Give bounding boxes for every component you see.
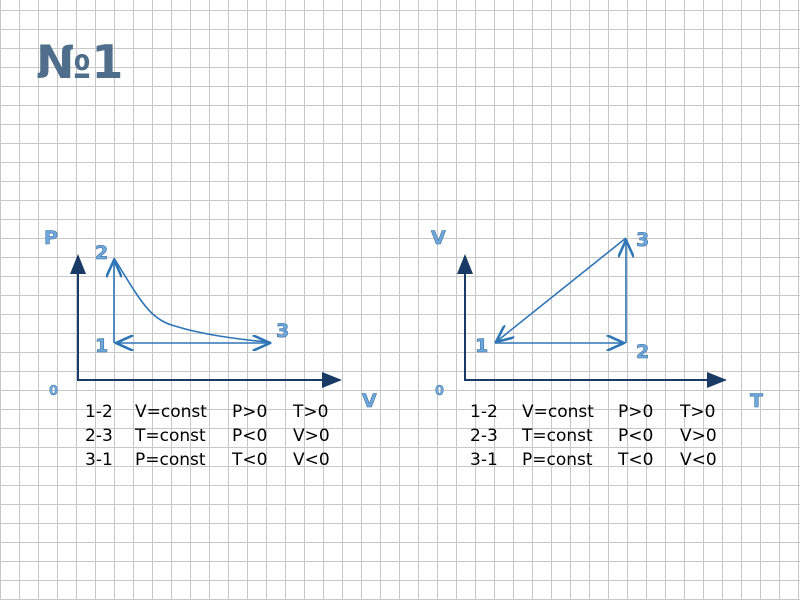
origin-label: 0 [49,384,58,399]
axis-label: P [44,227,58,249]
point-label: 2 [95,242,108,264]
table-cell: 2-3 [470,426,498,446]
table-cell: P<0 [618,426,653,446]
process-line [496,237,627,342]
origin-label: 0 [435,384,444,399]
table-cell: 3-1 [470,450,498,470]
axis-label: V [431,227,446,249]
table-cell: T>0 [292,402,328,422]
table-cell: P=const [522,450,593,470]
table-cell: T<0 [617,450,653,470]
table-cell: P<0 [232,426,267,446]
table-cell: 1-2 [85,402,113,422]
table-cell: T=const [134,426,206,446]
title: №1 [36,35,123,89]
vt-diagram: V T 0 1 2 3 [431,227,764,413]
pv-diagram: P V 0 1 2 3 [44,227,378,413]
table-cell: V<0 [293,450,330,470]
axis-label: V [362,390,377,412]
table-cell: V>0 [293,426,330,446]
point-label: 1 [95,335,108,357]
point-label: 3 [276,320,289,342]
table-cell: V=const [135,402,207,422]
point-label: 3 [636,229,649,251]
table-cell: V<0 [680,450,717,470]
point-label: 1 [475,335,488,357]
table-cell: P>0 [618,402,653,422]
table-cell: 1-2 [470,402,498,422]
table-cell: V=const [522,402,594,422]
process-table: 1-2 V=const P>0 T>0 2-3 T=const P<0 V>0 3-1 P=con… [85,402,717,470]
process-curve [113,257,271,343]
table-cell: P>0 [232,402,267,422]
point-label: 2 [636,341,649,363]
table-cell: T<0 [231,450,267,470]
table-cell: 3-1 [85,450,113,470]
table-cell: T>0 [679,402,715,422]
table-cell: P=const [135,450,206,470]
table-cell: V>0 [680,426,717,446]
axis-label: T [750,390,763,412]
table-cell: T=const [521,426,593,446]
table-cell: 2-3 [85,426,113,446]
